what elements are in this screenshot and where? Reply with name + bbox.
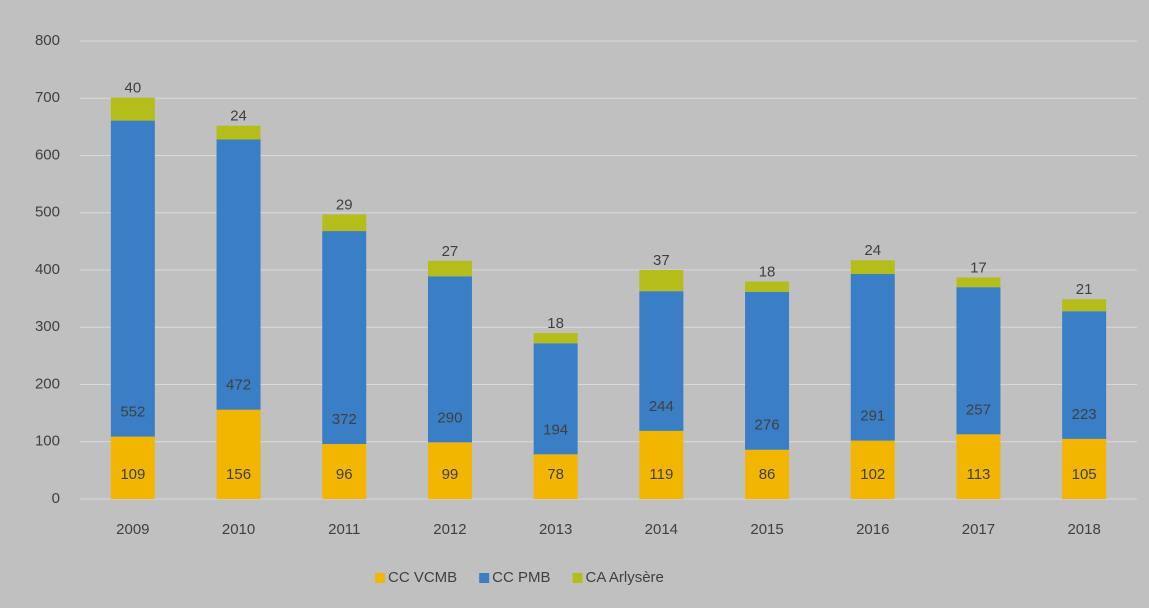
- data-label: 102: [860, 466, 885, 483]
- bar-segment: [427, 276, 472, 443]
- data-label: 291: [860, 408, 885, 425]
- bar-segment: [427, 442, 472, 499]
- legend-swatch: [572, 573, 583, 583]
- y-tick-label: 500: [35, 204, 60, 221]
- data-label: 21: [1076, 281, 1093, 298]
- data-label: 244: [649, 398, 674, 415]
- bar-segment: [639, 270, 684, 292]
- legend-swatch: [375, 573, 385, 583]
- data-label: 372: [332, 411, 357, 428]
- data-label: 40: [125, 80, 142, 97]
- bar-segment: [216, 139, 261, 410]
- data-label: 18: [759, 263, 776, 280]
- bar-segment: [745, 449, 790, 499]
- bar-segment: [639, 291, 684, 431]
- bar-segment: [745, 291, 790, 450]
- data-label: 17: [970, 259, 987, 276]
- data-label: 290: [437, 409, 462, 426]
- y-tick-label: 400: [35, 261, 60, 278]
- bar-segment: [110, 97, 155, 121]
- x-tick-label: 2014: [645, 521, 678, 538]
- legend-label: CC VCMB: [388, 569, 457, 586]
- y-tick-label: 100: [35, 433, 60, 450]
- y-tick-label: 300: [35, 318, 60, 335]
- data-label: 29: [336, 196, 353, 213]
- bar-segment: [322, 214, 367, 232]
- x-tick-label: 2016: [856, 521, 889, 538]
- data-label: 109: [120, 466, 145, 483]
- data-label: 105: [1072, 466, 1097, 483]
- data-label: 86: [759, 466, 776, 483]
- x-tick-label: 2018: [1067, 521, 1100, 538]
- bar-segment: [1062, 438, 1107, 499]
- y-tick-label: 0: [52, 490, 60, 507]
- bar-segment: [427, 260, 472, 277]
- data-label: 472: [226, 377, 251, 394]
- bar-segment: [322, 444, 367, 499]
- legend-swatch: [479, 573, 490, 583]
- data-label: 156: [226, 466, 251, 483]
- bar-segment: [1062, 311, 1107, 439]
- y-tick-label: 800: [35, 32, 60, 49]
- x-tick-label: 2009: [116, 521, 149, 538]
- data-label: 257: [966, 401, 991, 418]
- data-label: 223: [1072, 406, 1097, 423]
- data-label: 276: [755, 417, 780, 434]
- data-label: 96: [336, 466, 353, 483]
- bar-segment: [850, 274, 895, 441]
- bar-segment: [216, 125, 261, 140]
- x-tick-label: 2013: [539, 521, 572, 538]
- bar-segment: [533, 343, 578, 455]
- data-label: 113: [966, 466, 990, 483]
- legend-label: CC PMB: [492, 569, 550, 586]
- data-label: 27: [442, 243, 459, 260]
- data-label: 24: [230, 108, 247, 125]
- bar-segment: [745, 281, 790, 292]
- y-tick-label: 600: [35, 146, 60, 163]
- bar-segment: [533, 332, 578, 344]
- bar-segment: [110, 436, 155, 499]
- data-label: 99: [442, 466, 459, 483]
- data-label: 552: [120, 404, 145, 421]
- bar-segment: [956, 287, 1001, 435]
- x-tick-label: 2017: [962, 521, 995, 538]
- data-label: 78: [547, 466, 564, 483]
- bar-segment: [110, 120, 155, 437]
- data-label: 194: [543, 421, 568, 438]
- x-tick-label: 2015: [750, 521, 783, 538]
- x-tick-label: 2011: [328, 521, 360, 538]
- bar-segment: [216, 409, 261, 499]
- bar-segment: [1062, 299, 1107, 312]
- y-tick-label: 200: [35, 375, 60, 392]
- x-tick-label: 2010: [222, 521, 255, 538]
- y-tick-label: 700: [35, 89, 60, 106]
- x-tick-label: 2012: [433, 521, 466, 538]
- data-label: 37: [653, 252, 670, 269]
- bar-segment: [850, 260, 895, 275]
- bar-segment: [322, 231, 367, 445]
- bar-segment: [639, 430, 684, 499]
- bar-segment: [956, 277, 1001, 288]
- bar-segment: [533, 454, 578, 499]
- data-label: 24: [864, 242, 881, 259]
- data-label: 119: [649, 466, 673, 483]
- data-label: 18: [547, 315, 564, 332]
- bar-segment: [850, 440, 895, 499]
- bar-segment: [956, 434, 1001, 499]
- legend-label: CA Arlysère: [586, 569, 664, 586]
